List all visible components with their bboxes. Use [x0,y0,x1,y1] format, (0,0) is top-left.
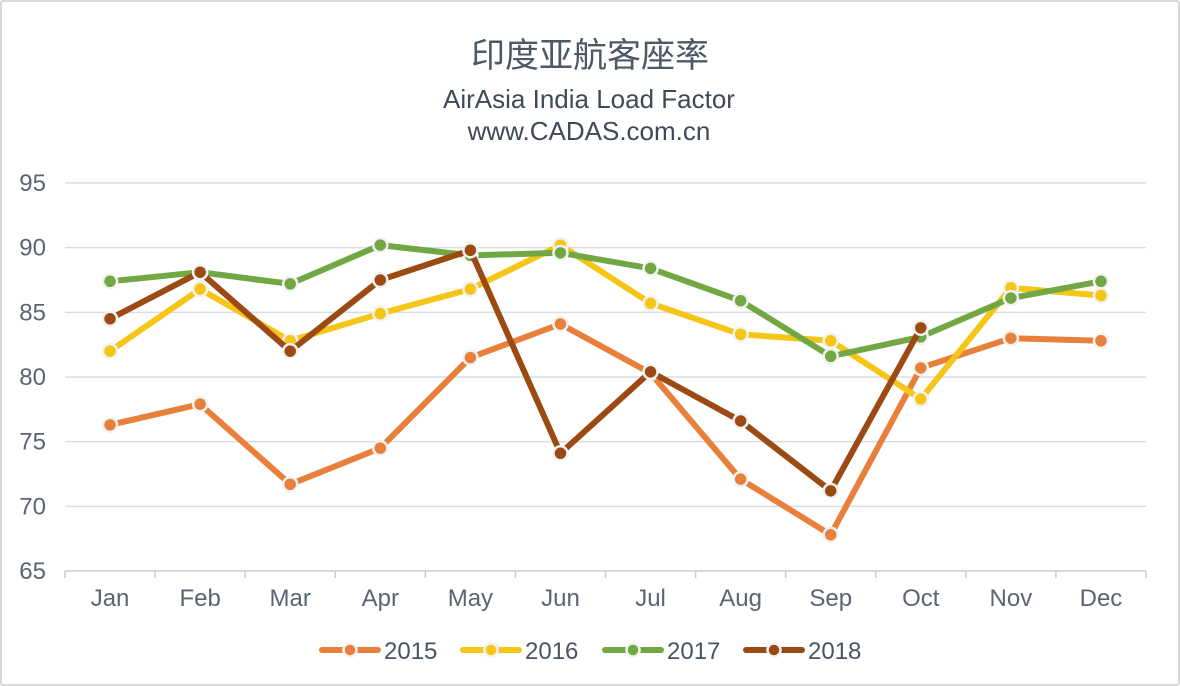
data-point [372,439,389,457]
y-axis-ticks: 65 70 75 80 85 90 95 [19,170,46,585]
x-tick-label: Apr [362,585,399,612]
data-point [642,363,659,381]
data-point [372,271,389,289]
x-tick-label: Sep [809,585,852,612]
legend-marker [766,642,782,658]
legend-item-2015: 2015 [319,638,437,665]
series-line [107,321,1104,538]
data-point [912,359,930,377]
data-point [912,390,930,408]
data-point [732,412,749,430]
series-line [107,247,924,494]
legend-label: 2016 [525,638,578,665]
data-point [191,263,209,281]
data-point [1002,329,1020,347]
y-tick-label: 85 [19,299,46,326]
series-2018 [101,242,930,500]
chart-title: 印度亚航客座率 [471,36,709,76]
x-tick-label: Jan [91,585,130,612]
data-point [732,470,749,488]
series-2016 [101,236,1110,408]
chart-subtitle: AirAsia India Load Factor [443,84,735,114]
data-point [732,326,749,343]
series-line [107,242,1104,402]
data-point [372,236,389,254]
data-point [552,445,569,462]
legend-label: 2015 [384,638,437,665]
data-point [372,305,389,322]
legend-item-2016: 2016 [460,638,578,665]
legend-item-2017: 2017 [602,638,720,665]
data-point [101,273,119,290]
data-point [1092,332,1110,350]
data-point [191,280,209,298]
series-2017 [101,236,1110,365]
legend: 2015 2016 2017 2018 [319,638,861,665]
x-tick-label: Jun [541,585,580,612]
data-point [552,315,569,333]
data-point [101,310,119,328]
data-point [822,332,839,350]
x-tick-label: Aug [719,585,762,612]
x-tick-label: Nov [990,585,1033,612]
y-tick-label: 90 [19,235,46,262]
x-tick-label: Jul [635,585,666,612]
x-tick-label: May [448,585,493,612]
legend-label: 2017 [667,638,720,665]
legend-item-2018: 2018 [743,638,861,665]
data-point [281,342,299,360]
legend-label: 2018 [808,638,861,665]
data-point [281,476,299,493]
data-point [732,292,749,309]
y-tick-label: 70 [19,493,46,520]
data-point [101,342,119,360]
x-axis: Jan Feb Mar Apr May Jun Jul Aug Sep Oct Nov Dec [64,570,1147,612]
data-point [642,295,659,312]
x-tick-label: Mar [270,585,311,612]
data-point [1002,289,1020,307]
data-point [1092,273,1110,290]
x-tick-label: Dec [1080,585,1123,612]
y-tick-label: 80 [19,364,46,391]
data-point [822,348,839,365]
data-point [191,395,209,413]
series-line [107,242,1104,360]
series-layer [101,236,1110,544]
data-point [281,275,299,293]
data-point [1092,287,1110,304]
legend-marker [342,642,358,658]
data-point [462,349,479,366]
chart-source: www.CADAS.com.cn [467,116,711,146]
data-point [462,280,479,298]
data-point [912,319,930,337]
x-tick-label: Feb [179,585,220,612]
y-tick-label: 95 [19,170,46,197]
data-point [642,260,659,277]
data-point [552,244,569,262]
legend-marker [483,642,499,658]
data-point [101,416,119,434]
data-point [462,242,479,259]
data-point [822,482,839,500]
y-tick-label: 75 [19,429,46,456]
x-tick-label: Oct [902,585,940,612]
legend-marker [625,642,641,658]
data-point [822,526,839,544]
y-tick-label: 65 [19,558,46,585]
